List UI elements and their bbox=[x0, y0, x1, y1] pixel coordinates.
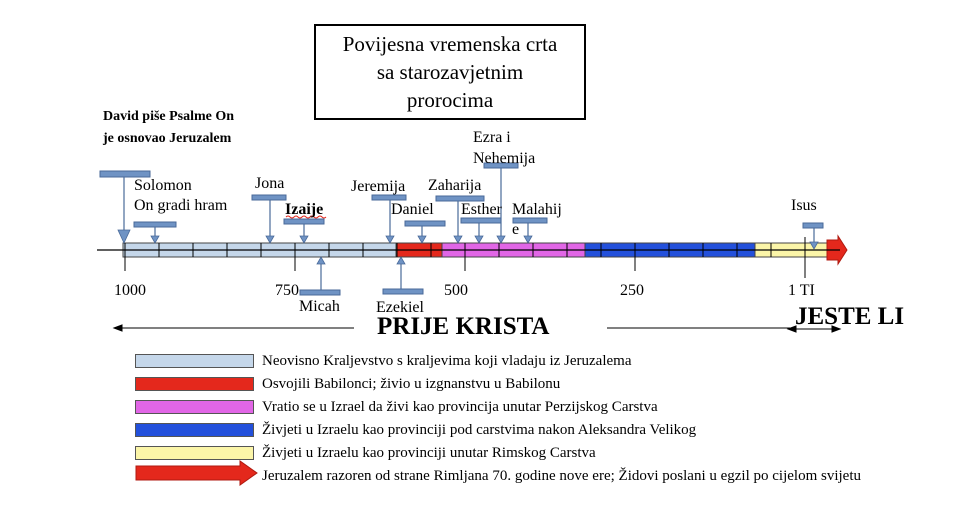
label-jona: Jona bbox=[255, 175, 285, 192]
label-solomon: Solomon On gradi hram bbox=[134, 177, 228, 214]
era-before-christ: PRIJE KRISTA bbox=[377, 313, 550, 340]
label-daniel: Daniel bbox=[391, 201, 434, 218]
legend-swatch-kingdom bbox=[135, 354, 254, 368]
legend-text-rome: Živjeti u Izraelu kao provinciji unutar … bbox=[262, 445, 596, 461]
pointer-arrowheads bbox=[117, 229, 819, 265]
label-izaije: Izaije bbox=[285, 201, 324, 218]
prophet-markers bbox=[99, 162, 824, 296]
axis-ticks bbox=[124, 237, 806, 278]
legend-text-persia: Vratio se u Izrael da živi kao provincij… bbox=[262, 399, 658, 415]
legend-swatch-rome bbox=[135, 446, 254, 460]
year-1-ti: 1 TI bbox=[788, 282, 815, 299]
label-esther: Esther bbox=[461, 201, 502, 218]
label-jeremija: Jeremija bbox=[351, 178, 406, 195]
label-ezekiel: Ezekiel bbox=[376, 299, 424, 316]
legend-swatch-greek bbox=[135, 423, 254, 437]
label-ezra: Ezra i Nehemija bbox=[473, 129, 536, 167]
label-malahije: Malahij e bbox=[512, 201, 562, 238]
year-500: 500 bbox=[444, 282, 468, 299]
spell-squiggle bbox=[285, 215, 327, 219]
legend-swatch-babylon bbox=[135, 377, 254, 391]
david-note: David piše Psalme On je osnovao Jeruzale… bbox=[103, 109, 235, 146]
title-box: Povijesna vremenska crta sa starozavjetn… bbox=[314, 24, 586, 120]
pointer-lines bbox=[123, 168, 815, 290]
label-zaharija: Zaharija bbox=[428, 177, 482, 194]
legend-text-kingdom: Neovisno Kraljevstvo s kraljevima koji v… bbox=[262, 353, 632, 369]
label-micah: Micah bbox=[299, 298, 340, 315]
label-isus: Isus bbox=[791, 197, 817, 214]
year-250: 250 bbox=[620, 282, 644, 299]
era-after: JESTE LI bbox=[795, 303, 905, 330]
year-750: 750 bbox=[275, 282, 299, 299]
legend-text-babylon: Osvojili Babilonci; živio u izgnanstvu u… bbox=[262, 376, 561, 392]
legend-text-greek: Živjeti u Izraelu kao provinciji pod car… bbox=[262, 422, 697, 438]
page-title: Povijesna vremenska crta sa starozavjetn… bbox=[342, 32, 558, 112]
legend-swatch-persia bbox=[135, 400, 254, 414]
era-arrows bbox=[112, 324, 842, 333]
year-1000: 1000 bbox=[114, 282, 146, 299]
legend-text-destroyed: Jeruzalem razoren od strane Rimljana 70.… bbox=[262, 468, 861, 484]
